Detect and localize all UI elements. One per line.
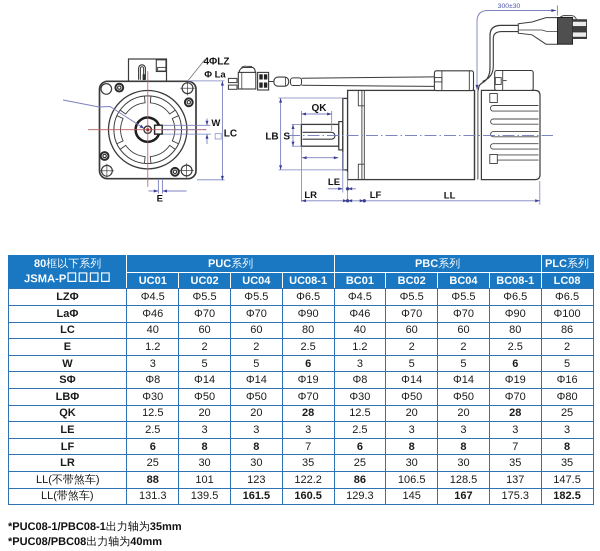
- svg-text:LC: LC: [224, 129, 237, 140]
- svg-text:LF: LF: [370, 190, 382, 201]
- svg-text:LE: LE: [328, 177, 340, 188]
- svg-text:E: E: [157, 193, 163, 204]
- svg-text:300±30: 300±30: [498, 3, 521, 10]
- svg-text:W: W: [211, 118, 220, 129]
- svg-text:LR: LR: [304, 190, 317, 201]
- svg-text:Φ La: Φ La: [204, 69, 226, 80]
- svg-text:S: S: [283, 131, 290, 142]
- svg-text:LB: LB: [265, 132, 278, 143]
- svg-text:QK: QK: [312, 103, 328, 114]
- svg-text:4ΦLZ: 4ΦLZ: [204, 57, 230, 68]
- svg-text:LL: LL: [444, 190, 456, 201]
